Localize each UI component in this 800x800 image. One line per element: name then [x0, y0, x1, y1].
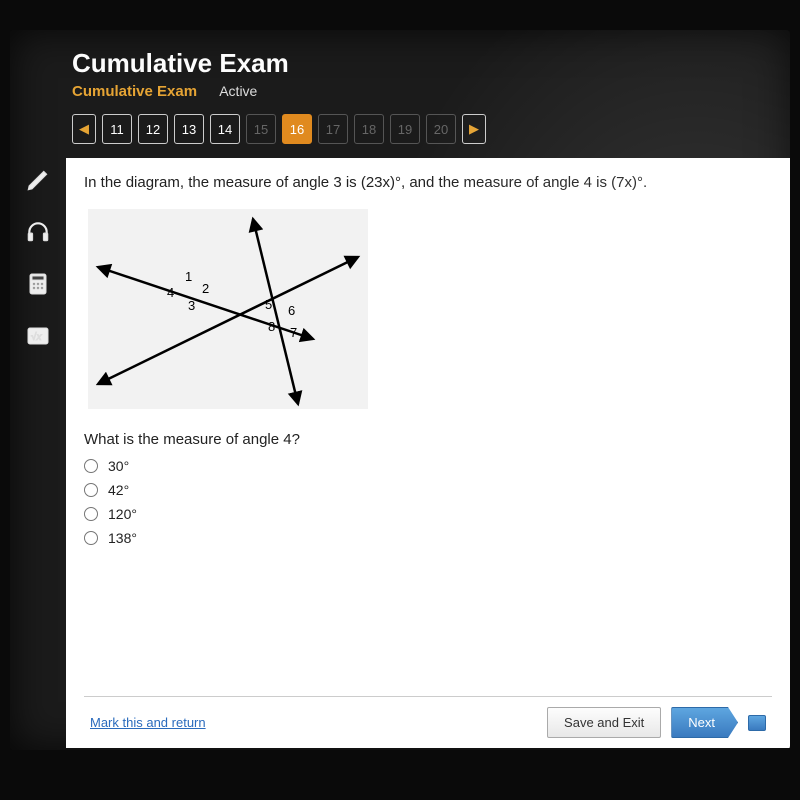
mark-return-link[interactable]: Mark this and return — [90, 715, 206, 730]
answer-label-1: 42° — [108, 482, 129, 498]
nav-item-15: 15 — [246, 114, 276, 144]
nav-item-19: 19 — [390, 114, 420, 144]
svg-text:3: 3 — [188, 298, 195, 313]
answer-radio-2[interactable] — [84, 507, 98, 521]
nav-item-12[interactable]: 12 — [138, 114, 168, 144]
nav-item-11[interactable]: 11 — [102, 114, 132, 144]
nav-item-17: 17 — [318, 114, 348, 144]
status-label: Active — [219, 83, 257, 99]
question-prompt: In the diagram, the measure of angle 3 i… — [84, 174, 772, 191]
subtitle-line: Cumulative Exam Active — [72, 83, 770, 100]
answer-radio-1[interactable] — [84, 483, 98, 497]
answer-label-2: 120° — [108, 506, 137, 522]
tool-sidebar: √x — [10, 158, 66, 748]
nav-prev-button[interactable]: ◀ — [72, 114, 96, 144]
nav-item-18: 18 — [354, 114, 384, 144]
pencil-icon[interactable] — [24, 166, 52, 194]
answer-option-2[interactable]: 120° — [84, 506, 772, 522]
app-screen: Cumulative Exam Cumulative Exam Active ◀… — [10, 30, 790, 750]
question-subprompt: What is the measure of angle 4? — [84, 431, 772, 448]
page-title: Cumulative Exam — [72, 48, 770, 79]
svg-text:7: 7 — [290, 325, 297, 340]
calculator-icon[interactable] — [24, 270, 52, 298]
formula-icon[interactable]: √x — [24, 322, 52, 350]
nav-item-13[interactable]: 13 — [174, 114, 204, 144]
question-nav: ◀ 11121314151617181920 ▶ — [10, 106, 790, 158]
next-button[interactable]: Next — [671, 707, 738, 738]
headphones-icon[interactable] — [24, 218, 52, 246]
answer-option-0[interactable]: 30° — [84, 458, 772, 474]
svg-text:1: 1 — [185, 269, 192, 284]
svg-text:5: 5 — [265, 297, 272, 312]
svg-text:√x: √x — [31, 331, 42, 343]
geometry-diagram: 1234 5 6 78 — [88, 209, 368, 409]
submit-stub-button[interactable] — [748, 715, 766, 731]
answer-option-1[interactable]: 42° — [84, 482, 772, 498]
answer-radio-3[interactable] — [84, 531, 98, 545]
answer-label-3: 138° — [108, 530, 137, 546]
exam-label: Cumulative Exam — [72, 83, 197, 100]
nav-next-button[interactable]: ▶ — [462, 114, 486, 144]
svg-text:2: 2 — [202, 281, 209, 296]
svg-text:6: 6 — [288, 303, 295, 318]
nav-item-14[interactable]: 14 — [210, 114, 240, 144]
answer-radio-0[interactable] — [84, 459, 98, 473]
nav-item-16[interactable]: 16 — [282, 114, 312, 144]
svg-text:4: 4 — [167, 285, 174, 300]
svg-text:8: 8 — [268, 319, 275, 334]
nav-item-20: 20 — [426, 114, 456, 144]
question-panel: In the diagram, the measure of angle 3 i… — [66, 158, 790, 748]
answer-label-0: 30° — [108, 458, 129, 474]
footer-bar: Mark this and return Save and Exit Next — [84, 696, 772, 748]
save-exit-button[interactable]: Save and Exit — [547, 707, 661, 738]
answer-option-3[interactable]: 138° — [84, 530, 772, 546]
answer-options: 30° 42° 120° 138° — [84, 458, 772, 546]
header: Cumulative Exam Cumulative Exam Active — [10, 30, 790, 106]
